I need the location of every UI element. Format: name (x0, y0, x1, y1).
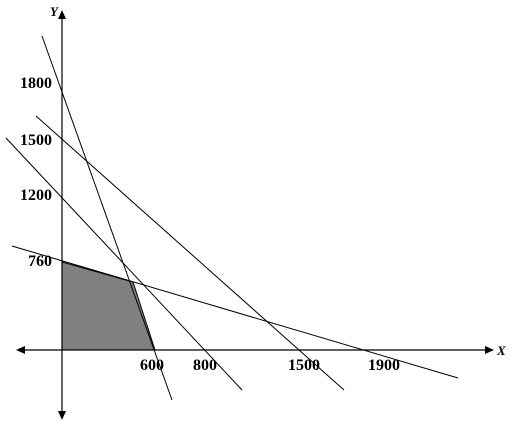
constraint-line-1500-1500 (35, 115, 345, 391)
constraint-line-1200-800 (5, 137, 243, 391)
y-tick-label: 1800 (20, 75, 52, 92)
x-tick-label: 1500 (288, 357, 320, 374)
x-tick-label: 800 (193, 357, 217, 374)
y-tick-label: 1500 (20, 132, 52, 149)
x-axis-label: X (496, 343, 506, 358)
x-axis-arrow-left (16, 346, 25, 354)
x-axis-arrow-right (485, 346, 494, 354)
constraint-line-1800-600 (41, 35, 173, 401)
feasible-region (61, 261, 156, 351)
y-tick-label: 1200 (20, 187, 52, 204)
y-axis-arrow-down (58, 411, 66, 420)
x-tick-label: 600 (140, 357, 164, 374)
x-tick-label: 1900 (368, 357, 400, 374)
y-axis-label: Y (50, 4, 59, 19)
y-tick-label: 760 (28, 253, 52, 270)
constraint-line-760-1900 (11, 245, 459, 379)
y-axis-arrow-up (58, 10, 66, 19)
